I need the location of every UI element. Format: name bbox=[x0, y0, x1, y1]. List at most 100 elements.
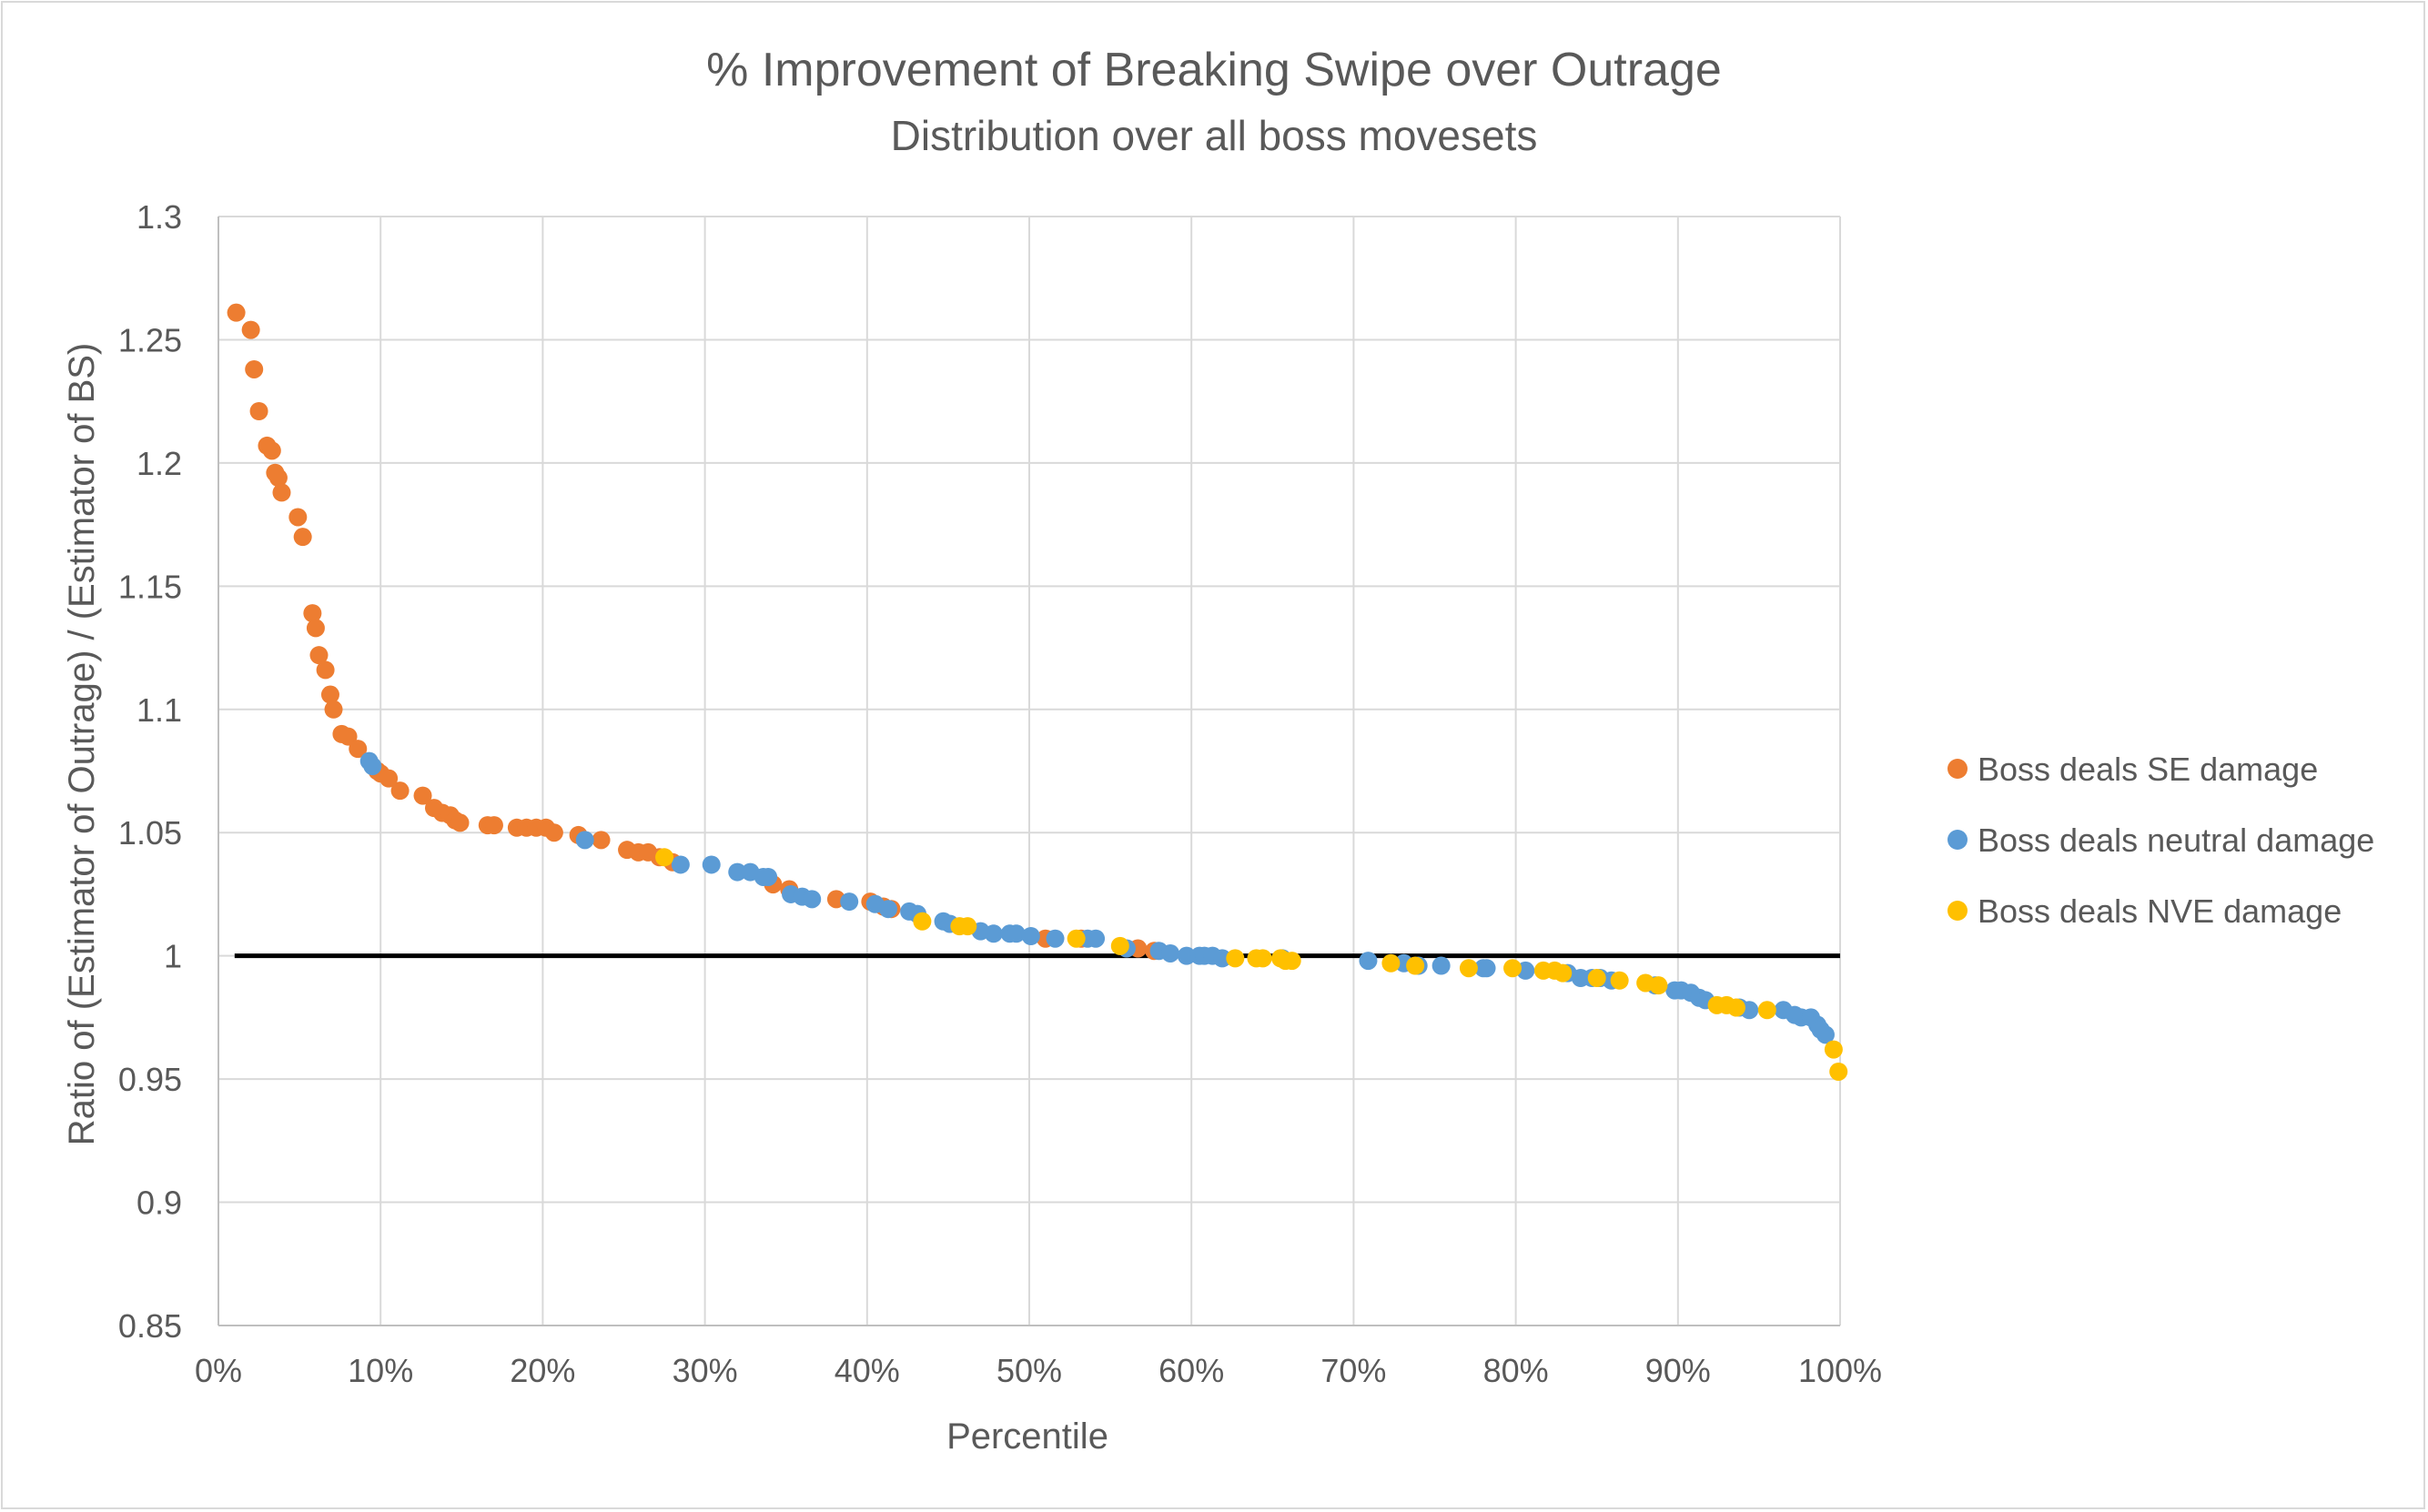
chart-title: % Improvement of Breaking Swipe over Out… bbox=[706, 44, 1722, 96]
data-point bbox=[413, 786, 432, 805]
data-point bbox=[544, 823, 563, 842]
data-point bbox=[1477, 959, 1496, 978]
data-point bbox=[1757, 1001, 1776, 1020]
x-tick-label: 100% bbox=[1798, 1352, 1882, 1389]
data-point bbox=[1824, 1040, 1843, 1059]
data-point bbox=[293, 528, 312, 547]
tick-labels: 0.85 0.9 0.95 1 1.05 1.1 1.15 1.2 1.25 1.3 0% 10% 20… bbox=[118, 198, 1882, 1389]
y-tick-label: 0.85 bbox=[118, 1307, 182, 1345]
chart-subtitle: Distribution over all boss movesets bbox=[891, 112, 1538, 159]
data-point bbox=[450, 813, 470, 832]
y-tick-label: 1.1 bbox=[137, 691, 182, 729]
data-point bbox=[1381, 953, 1401, 973]
data-point bbox=[759, 867, 778, 886]
data-point bbox=[249, 402, 268, 421]
data-point bbox=[1406, 956, 1425, 975]
data-point bbox=[1067, 929, 1086, 948]
y-tick-label: 1.2 bbox=[137, 445, 182, 482]
legend-label: Boss deals neutral damage bbox=[1978, 822, 2374, 859]
data-point bbox=[320, 685, 339, 704]
data-points bbox=[227, 303, 1848, 1081]
y-tick-label: 1.15 bbox=[118, 568, 182, 605]
x-tick-label: 70% bbox=[1320, 1352, 1386, 1389]
data-point bbox=[1087, 929, 1106, 948]
data-point bbox=[272, 483, 291, 502]
plot-area bbox=[218, 217, 1840, 1326]
data-point bbox=[592, 831, 611, 850]
y-tick-label: 1 bbox=[164, 938, 182, 975]
x-tick-label: 80% bbox=[1483, 1352, 1549, 1389]
x-tick-label: 90% bbox=[1645, 1352, 1711, 1389]
y-tick-label: 0.9 bbox=[137, 1184, 182, 1222]
data-point bbox=[1459, 959, 1478, 978]
data-point bbox=[1253, 949, 1272, 968]
series-3 bbox=[655, 848, 1848, 1081]
data-point bbox=[913, 912, 932, 931]
data-point bbox=[1021, 926, 1040, 945]
data-point bbox=[1213, 949, 1232, 968]
x-tick-label: 40% bbox=[835, 1352, 900, 1389]
data-point bbox=[1649, 976, 1668, 995]
data-point bbox=[306, 619, 325, 638]
data-point bbox=[1432, 956, 1451, 975]
legend-label: Boss deals SE damage bbox=[1978, 751, 2318, 788]
data-point bbox=[316, 660, 335, 680]
data-point bbox=[1587, 969, 1606, 988]
data-point bbox=[241, 320, 260, 339]
data-point bbox=[728, 862, 747, 882]
data-point bbox=[1046, 929, 1065, 948]
y-tick-label: 1.3 bbox=[137, 198, 182, 236]
data-point bbox=[1816, 1025, 1835, 1044]
series-1 bbox=[227, 303, 1164, 961]
x-tick-label: 30% bbox=[673, 1352, 738, 1389]
data-point bbox=[484, 816, 503, 835]
legend-marker bbox=[1947, 830, 1968, 850]
data-point bbox=[309, 646, 329, 665]
y-axis-title: Ratio of (Estimator of Outrage) / (Estim… bbox=[62, 343, 102, 1146]
data-point bbox=[1161, 943, 1180, 963]
data-point bbox=[1282, 952, 1301, 971]
data-point bbox=[1726, 998, 1745, 1017]
y-tick-label: 0.95 bbox=[118, 1061, 182, 1098]
data-point bbox=[958, 917, 977, 936]
data-point bbox=[655, 848, 674, 867]
data-point bbox=[702, 855, 721, 874]
data-point bbox=[379, 769, 399, 788]
data-point bbox=[288, 508, 308, 527]
data-point bbox=[390, 781, 410, 801]
legend-marker bbox=[1947, 901, 1968, 921]
legend-marker bbox=[1947, 759, 1968, 779]
gridlines bbox=[218, 216, 1841, 1326]
legend: Boss deals SE damage Boss deals neutral d… bbox=[1947, 751, 2374, 930]
data-point bbox=[803, 890, 822, 909]
data-point bbox=[878, 900, 897, 919]
data-point bbox=[671, 855, 690, 874]
data-point bbox=[349, 740, 368, 759]
data-point bbox=[1553, 963, 1573, 983]
data-point bbox=[268, 469, 288, 488]
data-point bbox=[245, 359, 264, 378]
data-point bbox=[303, 604, 322, 623]
y-tick-label: 1.05 bbox=[118, 814, 182, 852]
series-2 bbox=[359, 751, 1835, 1044]
data-point bbox=[984, 924, 1003, 943]
data-point bbox=[1503, 959, 1523, 978]
data-point bbox=[1110, 936, 1129, 955]
legend-label: Boss deals NVE damage bbox=[1978, 892, 2342, 930]
data-point bbox=[339, 727, 358, 746]
data-point bbox=[1177, 946, 1196, 965]
data-point bbox=[575, 831, 594, 850]
x-axis-title: Percentile bbox=[946, 1416, 1108, 1457]
y-tick-label: 1.25 bbox=[118, 321, 182, 358]
data-point bbox=[363, 757, 382, 776]
x-tick-label: 60% bbox=[1158, 1352, 1224, 1389]
x-tick-label: 50% bbox=[996, 1352, 1062, 1389]
x-tick-label: 10% bbox=[348, 1352, 413, 1389]
data-point bbox=[1359, 952, 1378, 971]
data-point bbox=[1610, 971, 1629, 990]
data-point bbox=[1226, 949, 1245, 968]
data-point bbox=[227, 303, 246, 322]
x-tick-label: 20% bbox=[510, 1352, 575, 1389]
